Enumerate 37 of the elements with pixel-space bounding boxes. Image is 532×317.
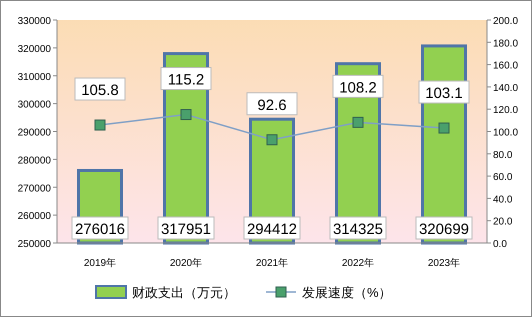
y-tick-label: 300000 — [18, 100, 52, 111]
y2-tick-label: 160.0 — [493, 60, 518, 72]
y2-tick-label: 100.0 — [493, 128, 518, 138]
y-tick-label: 260000 — [18, 211, 52, 222]
data-label: 103.1 — [425, 85, 463, 102]
y-tick-label: 310000 — [18, 72, 52, 83]
y-tick-label: 280000 — [18, 155, 52, 166]
y2-tick-label: 200.0 — [493, 16, 518, 27]
data-label: 320699 — [418, 221, 470, 238]
x-tick-label: 2023年 — [428, 257, 460, 269]
y-tick-label: 270000 — [18, 183, 52, 194]
y-tick-label: 290000 — [18, 128, 52, 138]
data-label: 294412 — [246, 221, 298, 238]
data-label: 115.2 — [168, 72, 204, 89]
y-tick-label: 250000 — [18, 239, 52, 250]
legend-label: 发展速度（%） — [302, 285, 392, 300]
y2-tick-label: 0.0 — [493, 239, 508, 250]
y2-tick-label: 40.0 — [493, 194, 513, 206]
x-tick-label: 2021年 — [256, 257, 288, 269]
data-label: 105.8 — [81, 82, 119, 100]
y2-tick-label: 20.0 — [493, 216, 513, 228]
x-tick-label: 2019年 — [84, 257, 116, 269]
y2-tick-label: 120.0 — [493, 105, 518, 116]
y2-tick-label: 140.0 — [493, 82, 518, 94]
y2-tick-label: 180.0 — [493, 38, 518, 50]
x-tick-label: 2020年 — [170, 257, 202, 269]
y-tick-label: 320000 — [18, 44, 52, 55]
y2-tick-label: 80.0 — [493, 150, 513, 161]
y2-tick-label: 60.0 — [493, 172, 513, 184]
legend-label: 财政支出（万元） — [132, 285, 236, 300]
data-label: 276016 — [74, 221, 126, 238]
data-label: 108.2 — [339, 79, 377, 96]
y-tick-label: 330000 — [18, 16, 52, 27]
data-label: 317951 — [160, 221, 212, 238]
data-label: 314325 — [332, 221, 384, 238]
x-tick-label: 2022年 — [342, 257, 374, 269]
data-label: 92.6 — [257, 96, 287, 114]
